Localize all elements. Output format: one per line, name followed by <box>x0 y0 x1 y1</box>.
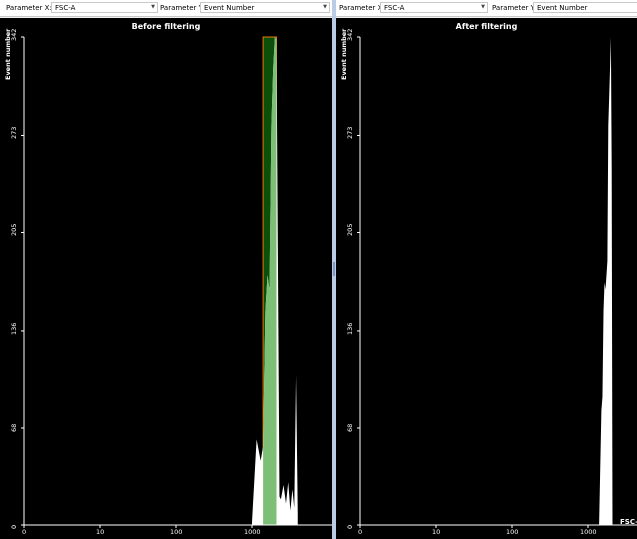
param-y-value: Event Number <box>537 4 588 12</box>
y-tick-label: 342 <box>10 28 18 41</box>
chevron-down-icon: ▼ <box>151 4 155 10</box>
splitter-grip-icon <box>333 262 335 276</box>
param-y-label: Parameter Y: <box>492 4 537 12</box>
param-x-select[interactable]: FSC-A ▼ <box>380 2 488 13</box>
y-tick-label: 136 <box>10 322 18 335</box>
chevron-down-icon: ▼ <box>323 4 327 10</box>
histogram-chart <box>21 36 332 528</box>
after-filtering-panel: Parameter X: FSC-A ▼ Parameter Y: Event … <box>336 0 637 539</box>
y-tick-label: 0 <box>10 524 18 529</box>
y-tick-label: 68 <box>346 423 354 432</box>
y-tick-label: 0 <box>346 524 354 529</box>
parameter-bar: Parameter X: FSC-A ▼ Parameter Y: Event … <box>336 0 637 17</box>
param-x-value: FSC-A <box>384 4 405 12</box>
x-tick-label: 0 <box>358 528 363 536</box>
param-y-select[interactable]: Event Number ▼ <box>200 2 330 13</box>
x-tick-label: 1000 <box>580 528 597 536</box>
param-y-select[interactable]: Event Number <box>533 2 637 13</box>
param-x-select[interactable]: FSC-A ▼ <box>51 2 158 13</box>
x-tick-label: 100 <box>170 528 183 536</box>
x-tick-label: 1000 <box>244 528 261 536</box>
param-y-label: Parameter Y: <box>160 4 205 12</box>
parameter-bar: Parameter X: FSC-A ▼ Parameter Y: Event … <box>0 0 332 17</box>
histogram-chart <box>357 36 637 528</box>
plot-title: After filtering <box>455 22 518 31</box>
x-tick-label: 10 <box>96 528 105 536</box>
y-tick-label: 136 <box>346 322 354 335</box>
x-tick-label: 10 <box>432 528 441 536</box>
histogram-series <box>599 37 613 525</box>
gated-histogram-series <box>263 37 277 525</box>
x-axis-label: FSC- <box>620 518 637 526</box>
y-tick-label: 68 <box>10 423 18 432</box>
plot-title: Before filtering <box>131 22 201 31</box>
after-filtering-plot[interactable]: After filtering Event number FSC- 0 68 136… <box>336 18 637 539</box>
y-tick-label: 205 <box>346 224 354 237</box>
param-y-value: Event Number <box>204 4 255 12</box>
y-tick-label: 273 <box>10 127 18 140</box>
y-tick-label: 205 <box>10 224 18 237</box>
before-filtering-panel: Parameter X: FSC-A ▼ Parameter Y: Event … <box>0 0 332 539</box>
y-tick-label: 342 <box>346 28 354 41</box>
param-x-value: FSC-A <box>55 4 76 12</box>
x-tick-label: 0 <box>22 528 27 536</box>
before-filtering-plot[interactable]: Before filtering Event number 0 68 136 205 2… <box>0 18 332 539</box>
chevron-down-icon: ▼ <box>481 4 485 10</box>
x-tick-label: 100 <box>506 528 519 536</box>
param-x-label: Parameter X: <box>339 4 385 12</box>
y-tick-label: 273 <box>346 127 354 140</box>
param-x-label: Parameter X: <box>6 4 52 12</box>
